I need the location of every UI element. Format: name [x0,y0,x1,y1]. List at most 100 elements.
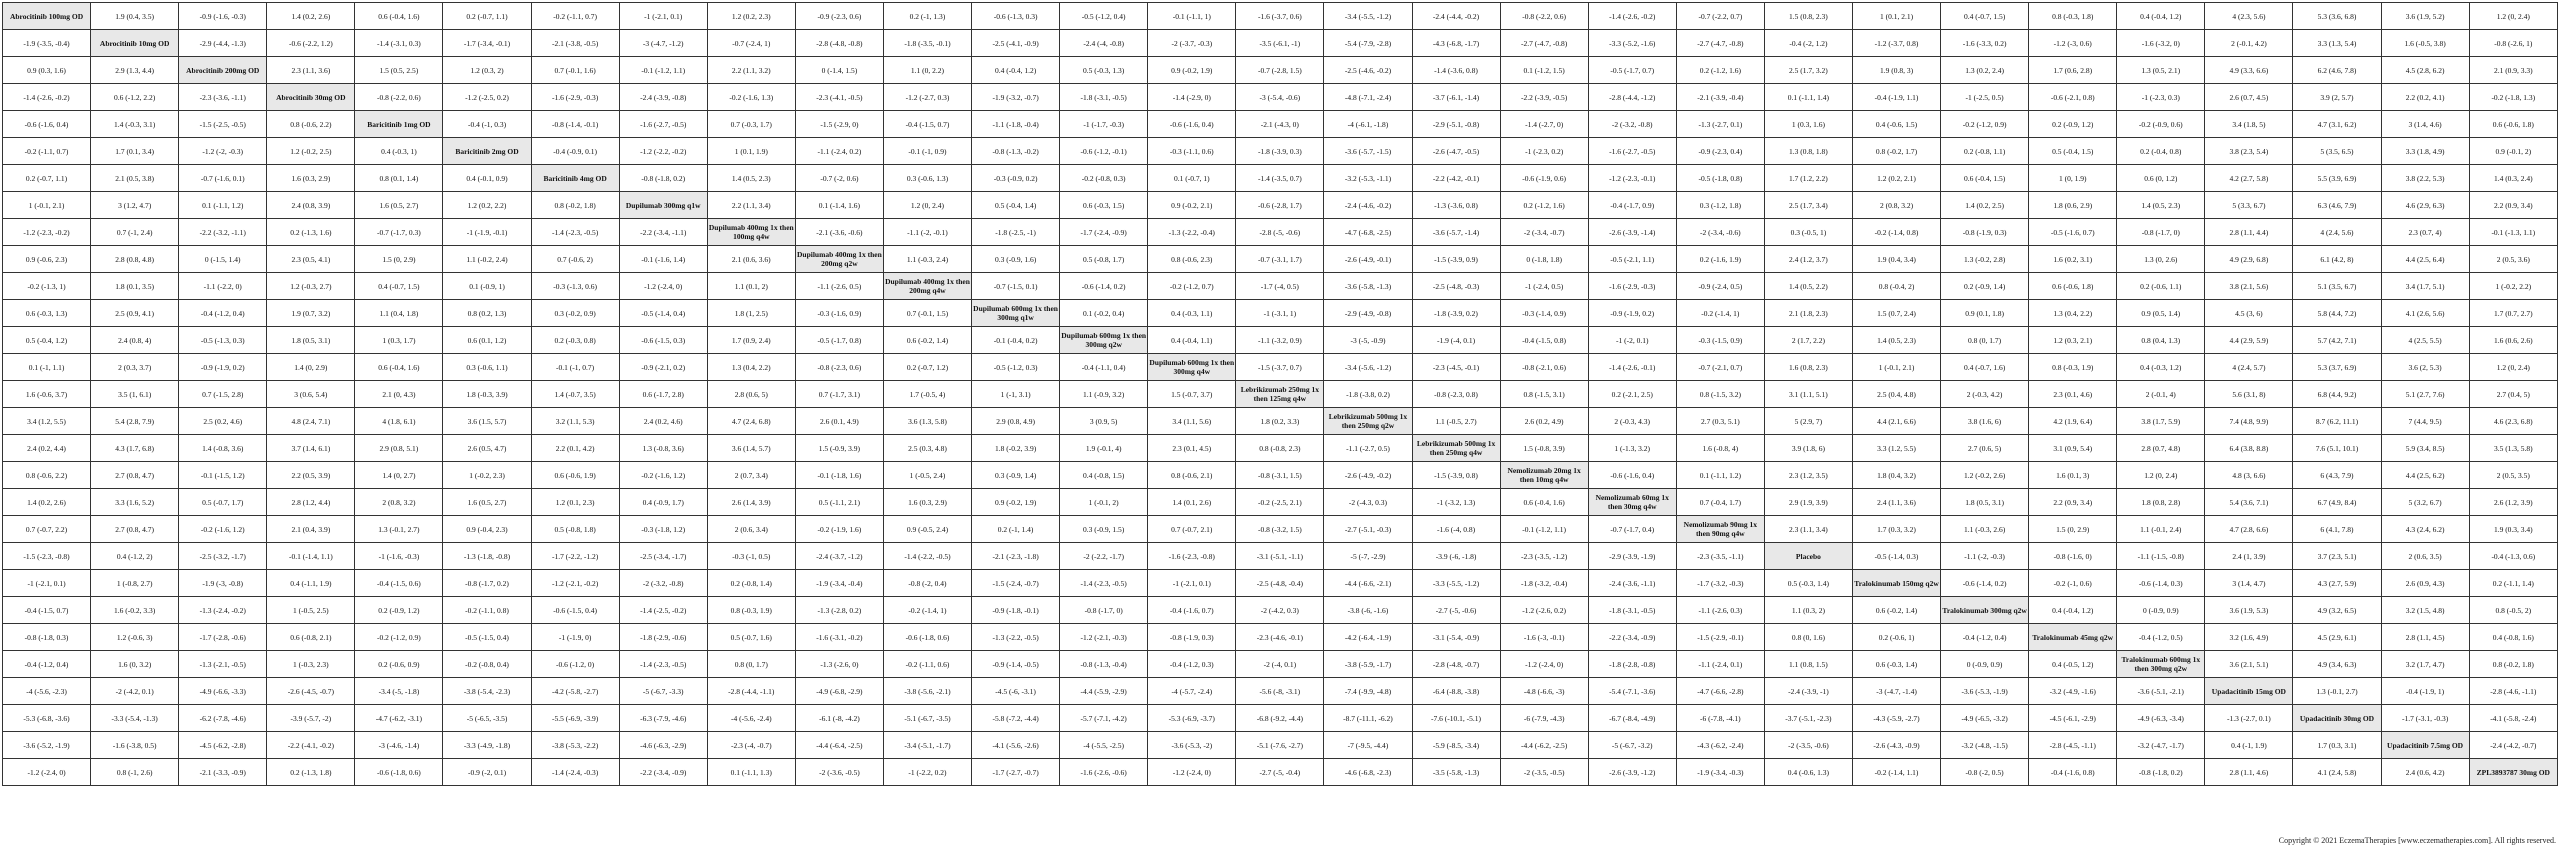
comparison-cell: 1.1 (0, 2.2) [882,56,973,84]
comparison-cell: -0.9 (-2, 0.1) [442,758,532,786]
comparison-cell: -0.2 (-1.6, 1.2) [178,515,268,543]
comparison-cell: -4 (-5.7, -2.4) [1147,677,1237,705]
comparison-cell: -1.5 (-3.9, 0.9) [1411,245,1501,273]
comparison-cell: 0.1 (-1, 1.1) [1,353,92,381]
comparison-cell: -4 (-6.1, -1.8) [1323,110,1413,138]
comparison-cell: 3.1 (1.1, 5.1) [1763,380,1853,408]
comparison-cell: 1.6 (0.5, 2.7) [354,191,444,219]
comparison-cell: 1.4 (-0.7, 3.5) [530,380,620,408]
comparison-cell: -0.6 (-1.6, 0.4) [1147,110,1237,138]
comparison-cell: -3.2 (-4.9, -1.6) [2028,677,2118,705]
comparison-cell: 3.2 (1.7, 4.7) [2380,650,2470,678]
comparison-cell: 0.6 (-0.6, 1.8) [2028,272,2118,300]
comparison-cell: -1 (-2.5, 0.5) [1940,83,2030,111]
table-row: 1.4 (0.2, 2.6) 3.3 (1.6, 5.2) 0.5 (-0.7, 1… [1,488,2559,516]
comparison-cell: -0.6 (-1.2, 0) [530,650,620,678]
comparison-cell: 1 (-0.2, 2.2) [2468,272,2559,300]
comparison-cell: -0.1 (-1.8, 1.6) [794,461,884,489]
comparison-cell: -1 (-2, 0.1) [1587,326,1677,354]
comparison-cell: 0 (-1.4, 1.5) [794,56,884,84]
comparison-cell: -4.3 (-5.9, -2.7) [1851,704,1942,732]
comparison-cell: 2.6 (0.7, 4.5) [2204,83,2294,111]
comparison-cell: 2.4 (1, 3.9) [2204,542,2294,570]
comparison-cell: 1.5 (-0.9, 3.9) [794,434,884,462]
comparison-cell: 0 (-0.9, 0.9) [1940,650,2030,678]
comparison-cell: -1.4 (-3.1, 0.3) [354,29,444,57]
comparison-cell: -2.4 (-3.9, -0.8) [618,83,708,111]
table-row: -4 (-5.6, -2.3) -2 (-4.2, 0.1) -4.9 (-6.6,… [1,677,2559,705]
comparison-cell: -1 (-1.9, 0) [530,623,620,651]
comparison-cell: 0.6 (-1.2, 2.2) [90,83,180,111]
comparison-cell: -0.1 (-1.6, 1.4) [618,245,708,273]
comparison-cell: 4 (2.3, 5.6) [2204,2,2294,30]
comparison-cell: 4.9 (2.9, 6.8) [2204,245,2294,273]
comparison-cell: -1.5 (-2.4, -0.7) [971,569,1061,597]
comparison-cell: 0.2 (-0.8, 1.1) [1940,137,2030,165]
comparison-cell: -1.1 (-2, -0.1) [882,218,973,246]
comparison-cell: -1.4 (-3.5, 0.7) [1235,164,1325,192]
comparison-cell: -2.7 (-5.1, -0.3) [1323,515,1413,543]
comparison-cell: -1 (-2.1, 0.1) [1,569,92,597]
comparison-cell: 6.1 (4.2, 8) [2292,245,2382,273]
comparison-cell: 2 (0.8, 3.2) [1851,191,1942,219]
comparison-cell: -2 (-3.4, -0.6) [1675,218,1765,246]
comparison-cell: 2.8 (1.2, 4.4) [266,488,356,516]
comparison-cell: 5 (3.5, 6.5) [2292,137,2382,165]
copyright-notice: Copyright © 2021 EczemaTherapies [www.ec… [2278,836,2556,845]
comparison-cell: 3.7 (1.4, 6.1) [266,434,356,462]
comparison-cell: -1.8 (-3.9, 0.3) [1235,137,1325,165]
comparison-cell: -0.6 (-1.8, 0.6) [354,758,444,786]
comparison-cell: -0.8 (-2, 0.4) [882,569,973,597]
comparison-cell: 4.9 (3.3, 6.6) [2204,56,2294,84]
comparison-cell: 1.8 (0.4, 3.2) [1851,461,1942,489]
comparison-cell: 1.6 (0, 3.2) [90,650,180,678]
comparison-cell: -7.6 (-10.1, -5.1) [1411,704,1501,732]
comparison-cell: -0.2 (-1.6, 1.2) [618,461,708,489]
comparison-cell: 2.9 (1.3, 4.4) [90,56,180,84]
comparison-cell: -0.3 (-1.6, 0.9) [794,299,884,327]
comparison-cell: 0.6 (-0.4, 1.6) [1499,488,1589,516]
comparison-cell: -3.3 (-5.2, -1.6) [1587,29,1677,57]
comparison-cell: -3.6 (-5.1, -2.1) [2116,677,2206,705]
comparison-cell: -1 (-1.6, -0.3) [354,542,444,570]
comparison-cell: 4.7 (2.8, 6.6) [2204,515,2294,543]
comparison-cell: -2.9 (-3.9, -1.9) [1587,542,1677,570]
comparison-cell: -3.8 (-5.6, -2.1) [882,677,973,705]
comparison-cell: -3 (-5.4, -0.6) [1235,83,1325,111]
comparison-cell: 0.1 (-1.2, 1.5) [1499,56,1589,84]
comparison-cell: -1.2 (-2.2, -0.2) [618,137,708,165]
comparison-cell: 6 (4.1, 7.8) [2292,515,2382,543]
comparison-cell: 1 (-0.2, 2.3) [442,461,532,489]
comparison-cell: -1.2 (-2.3, -0.1) [1587,164,1677,192]
comparison-cell: 4.4 (2.5, 6.4) [2380,245,2470,273]
comparison-cell: 3.1 (0.9, 5.4) [2028,434,2118,462]
comparison-cell: -1.9 (-3, -0.8) [178,569,268,597]
comparison-cell: -0.4 (-1.6, 0.7) [1147,596,1237,624]
comparison-cell: -0.6 (-1.6, 0.4) [1,110,92,138]
comparison-cell: -1.8 (-3.1, -0.5) [1059,83,1149,111]
comparison-cell: 0.5 (-1.1, 2.1) [794,488,884,516]
comparison-cell: -0.9 (-2.1, 0.2) [618,353,708,381]
comparison-cell: -2.3 (-4, -0.7) [706,731,796,759]
comparison-cell: 5.7 (4.2, 7.1) [2292,326,2382,354]
comparison-cell: -4.1 (-5.8, -2.4) [2468,704,2559,732]
comparison-cell: 0.4 (-1.2, 2) [90,542,180,570]
comparison-cell: 4.5 (2.8, 6.2) [2380,56,2470,84]
comparison-cell: 1.6 (0.5, 2.7) [442,488,532,516]
comparison-cell: 0.1 (-1.4, 1.6) [794,191,884,219]
comparison-cell: -0.4 (-1.9, 1) [2380,677,2470,705]
comparison-cell: 0.8 (-0.2, 1.8) [530,191,620,219]
comparison-cell: -0.2 (-1.1, 0.7) [1,137,92,165]
table-row: 0.9 (-0.6, 2.3) 2.8 (0.8, 4.8) 0 (-1.5, 1.… [1,245,2559,273]
comparison-cell: 0.9 (0.1, 1.8) [1940,299,2030,327]
treatment-label: Dupilumab 600mg 1x then 300mg q4w [1147,353,1237,381]
comparison-cell: 4.7 (3.1, 6.2) [2292,110,2382,138]
comparison-cell: -1.2 (-2.1, -0.2) [530,569,620,597]
comparison-cell: 0.7 (-0.1, 1.6) [530,56,620,84]
comparison-cell: 1.5 (0, 2.9) [2028,515,2118,543]
comparison-cell: 1.5 (-0.7, 3.7) [1147,380,1237,408]
comparison-cell: 1.5 (-0.8, 3.9) [1499,434,1589,462]
comparison-cell: 2.1 (1.8, 2.3) [1763,299,1853,327]
comparison-cell: 0.2 (-1, 1.4) [971,515,1061,543]
comparison-cell: 0.3 (-0.9, 1.5) [1059,515,1149,543]
